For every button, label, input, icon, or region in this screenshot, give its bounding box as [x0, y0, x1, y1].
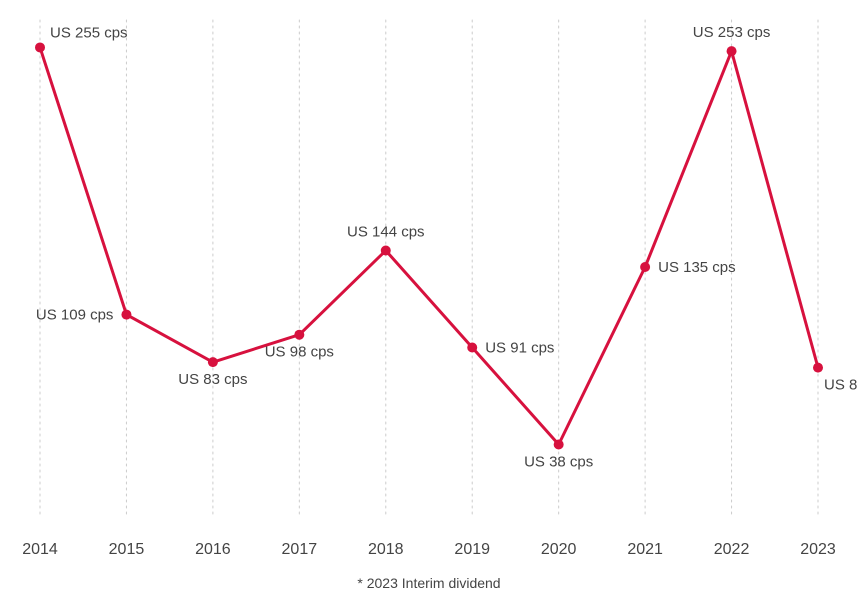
- point-label: US 144 cps: [347, 224, 425, 241]
- xaxis-label: 2017: [282, 541, 318, 558]
- point-label: US 255 cps: [50, 24, 128, 41]
- xaxis-label: 2015: [109, 541, 145, 558]
- data-point: [208, 357, 218, 367]
- data-line: [40, 47, 818, 444]
- point-label: US 253 cps: [693, 24, 771, 41]
- point-label: US 38 cps: [524, 453, 593, 470]
- data-point: [467, 343, 477, 353]
- chart-svg: US 255 cps US 109 cps US 83 cps US 98 cps US…: [0, 0, 858, 602]
- point-label: US 135 cps: [658, 259, 736, 276]
- point-label: US 91 cps: [485, 340, 554, 357]
- xaxis-label: 2014: [22, 541, 58, 558]
- dividend-line-chart: US 255 cps US 109 cps US 83 cps US 98 cps US…: [0, 0, 858, 602]
- footnote: * 2023 Interim dividend: [357, 575, 500, 591]
- point-label: US 83 cps: [178, 371, 247, 388]
- point-label: US 109 cps: [36, 307, 114, 324]
- xaxis-label: 2021: [627, 541, 663, 558]
- data-point: [813, 363, 823, 373]
- xaxis-label: 2023: [800, 541, 836, 558]
- point-label: US 80 cps *: [824, 377, 858, 394]
- xaxis-label: 2019: [454, 541, 490, 558]
- data-point: [554, 439, 564, 449]
- data-point: [121, 310, 131, 320]
- data-point: [294, 330, 304, 340]
- data-point: [727, 46, 737, 56]
- point-label: US 98 cps: [265, 344, 334, 361]
- data-point: [381, 246, 391, 256]
- xaxis-label: 2020: [541, 541, 577, 558]
- data-point: [35, 42, 45, 52]
- xaxis-label: 2022: [714, 541, 750, 558]
- xaxis-label: 2018: [368, 541, 404, 558]
- data-point: [640, 262, 650, 272]
- xaxis-label: 2016: [195, 541, 231, 558]
